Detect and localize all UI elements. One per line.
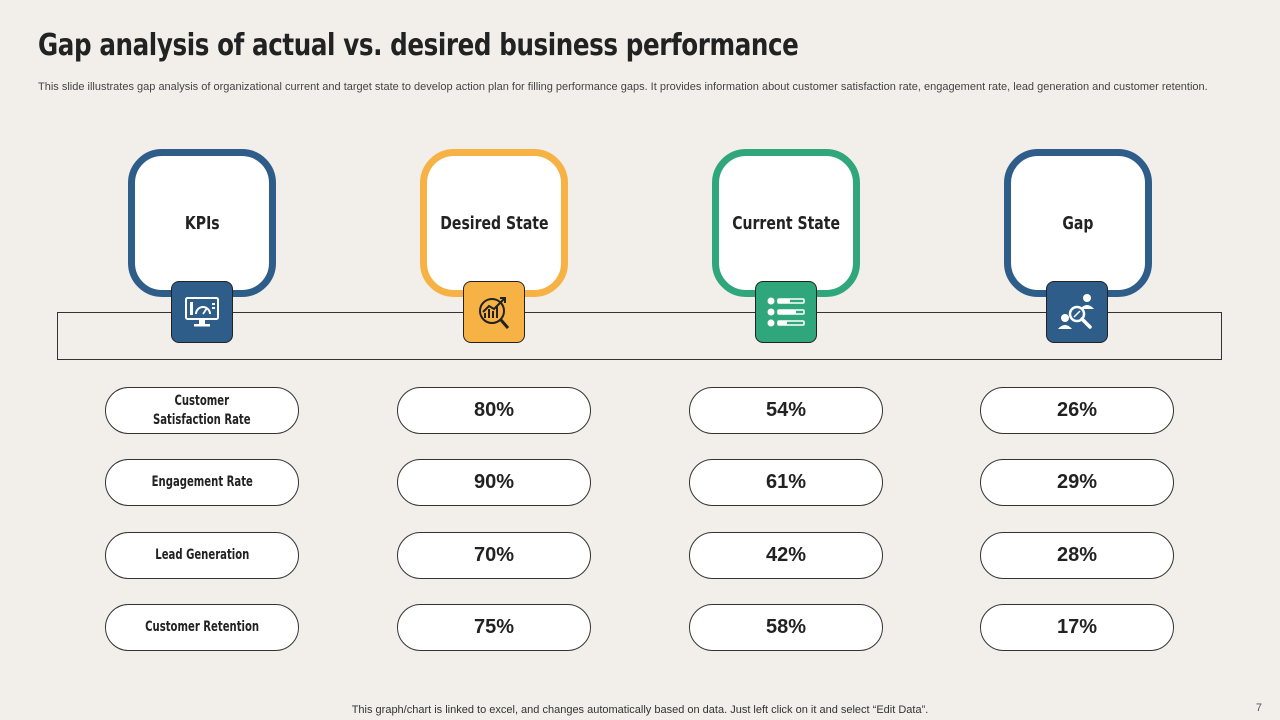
gap-value: 26% — [1056, 399, 1098, 421]
kpi-label: Customer Retention — [145, 619, 259, 635]
desired-value: 90% — [473, 471, 515, 493]
desired-value-pill: 90% — [397, 459, 591, 506]
gap-value: 17% — [1056, 616, 1098, 638]
gap-value: 29% — [1056, 471, 1098, 493]
current-value: 58% — [765, 616, 807, 638]
icon-band — [57, 312, 1222, 360]
current-value-pill: 61% — [689, 459, 883, 506]
current-value-pill: 54% — [689, 387, 883, 434]
monitor-dashboard-icon — [171, 281, 233, 343]
kpi-label: Engagement Rate — [151, 474, 253, 490]
header-card-current-state: Current State — [712, 149, 860, 297]
current-value: 54% — [765, 399, 807, 421]
desired-value: 75% — [473, 616, 515, 638]
page-number: 7 — [1255, 702, 1262, 714]
kpi-pill-engagement-rate: Engagement Rate — [105, 459, 299, 506]
search-users-icon — [1046, 281, 1108, 343]
desired-value-pill: 70% — [397, 532, 591, 579]
desired-value-pill: 80% — [397, 387, 591, 434]
current-value-pill: 42% — [689, 532, 883, 579]
header-card-kpis: KPIs — [128, 149, 276, 297]
kpi-label: Customer Satisfaction Rate — [153, 392, 251, 428]
growth-target-icon — [463, 281, 525, 343]
desired-value: 70% — [473, 544, 515, 566]
current-value: 42% — [765, 544, 807, 566]
gap-value-pill: 17% — [980, 604, 1174, 651]
kpi-pill-customer-retention: Customer Retention — [105, 604, 299, 651]
header-label-kpis: KPIs — [184, 212, 220, 234]
header-card-gap: Gap — [1004, 149, 1152, 297]
kpi-label: Lead Generation — [154, 547, 250, 563]
gap-value-pill: 28% — [980, 532, 1174, 579]
header-label-current-state: Current State — [732, 212, 840, 234]
checklist-icon — [755, 281, 817, 343]
current-value: 61% — [765, 471, 807, 493]
page-title: Gap analysis of actual vs. desired busin… — [38, 28, 799, 63]
desired-value-pill: 75% — [397, 604, 591, 651]
gap-value: 28% — [1056, 544, 1098, 566]
gap-value-pill: 26% — [980, 387, 1174, 434]
header-label-desired-state: Desired State — [439, 212, 549, 234]
header-label-gap: Gap — [1062, 212, 1094, 234]
kpi-pill-customer-satisfaction-rate: Customer Satisfaction Rate — [105, 387, 299, 434]
header-card-desired-state: Desired State — [420, 149, 568, 297]
page-subtitle: This slide illustrates gap analysis of o… — [38, 81, 1208, 93]
desired-value: 80% — [473, 399, 515, 421]
kpi-pill-lead-generation: Lead Generation — [105, 532, 299, 579]
gap-value-pill: 29% — [980, 459, 1174, 506]
footer-note: This graph/chart is linked to excel, and… — [351, 704, 929, 716]
current-value-pill: 58% — [689, 604, 883, 651]
